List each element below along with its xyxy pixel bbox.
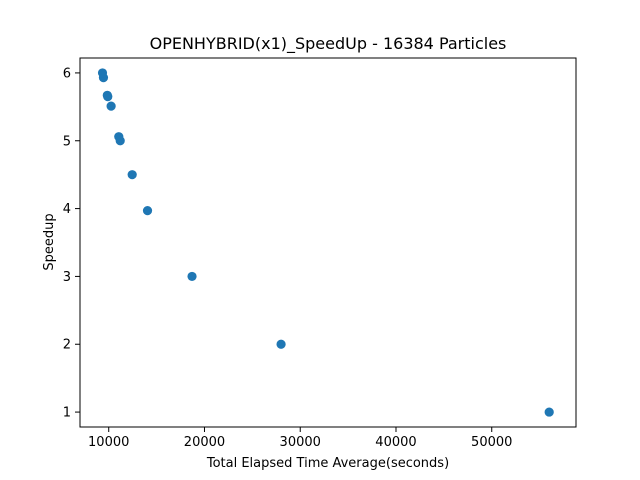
data-point [187, 271, 197, 282]
y-tick-label: 3 [63, 270, 71, 285]
x-tick-label: 50000 [471, 435, 512, 450]
data-point [114, 132, 124, 142]
chart-title: OPENHYBRID(x1)_SpeedUp - 16384 Particles [150, 34, 507, 54]
data-point [106, 101, 116, 111]
y-axis-label: Speedup [42, 213, 57, 270]
data-point [544, 407, 554, 417]
data-points [97, 68, 554, 417]
y-tick-label: 6 [63, 66, 71, 81]
y-tick-label: 5 [63, 134, 71, 149]
x-tick-label: 10000 [88, 435, 129, 450]
x-tick-label: 30000 [280, 435, 321, 450]
data-point [142, 206, 153, 216]
x-tick-label: 40000 [375, 435, 416, 450]
data-point [127, 170, 137, 180]
x-tick-label: 20000 [184, 435, 225, 450]
data-point [276, 339, 286, 349]
plot-frame [79, 57, 577, 428]
y-tick-label: 1 [63, 406, 71, 421]
data-point [97, 68, 108, 78]
y-tick-label: 4 [63, 202, 71, 217]
data-point [102, 90, 112, 100]
y-tick-label: 2 [63, 338, 71, 353]
axis-ticks: 10000 20000 30000 40000 50000 1 2 3 4 5 6 [63, 66, 513, 450]
x-axis-label: Total Elapsed Time Average(seconds) [206, 456, 449, 471]
